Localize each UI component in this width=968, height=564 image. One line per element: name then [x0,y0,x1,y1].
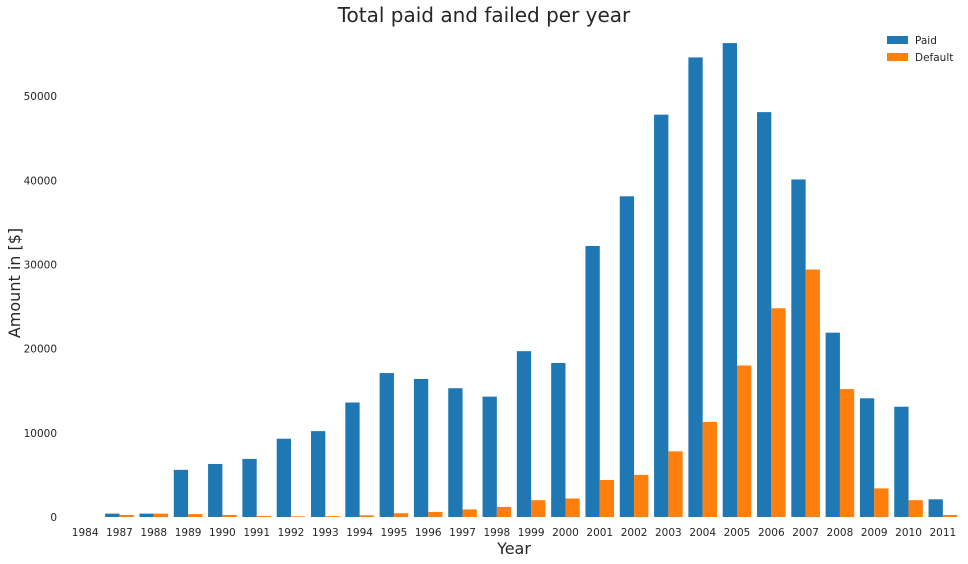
bar-paid-1992 [276,438,291,517]
bar-paid-2001 [585,245,600,517]
bar-paid-2009 [859,398,875,517]
y-tick-label: 20000 [24,344,57,356]
bar-paid-1995 [379,373,394,517]
x-tick-label: 2009 [861,527,888,539]
bar-paid-1987 [105,513,120,517]
bar-default-2005 [737,365,752,517]
bar-default-2003 [668,451,683,517]
bar-default-1987 [119,514,134,517]
x-tick-label: 2008 [827,527,854,539]
bar-paid-1999 [516,351,532,517]
x-tick-label: 1990 [209,527,236,539]
bar-default-2004 [702,421,717,517]
bar-paid-1990 [208,463,223,517]
bar-paid-2002 [619,196,635,518]
bar-default-1999 [531,500,546,517]
bar-paid-2007 [791,179,806,517]
bar-paid-1989 [173,469,189,517]
x-tick-label: 2004 [689,527,716,539]
y-tick-label: 10000 [24,428,57,440]
bar-default-1991 [256,515,271,517]
x-tick-label: 2007 [792,527,819,539]
bar-paid-2003 [654,114,669,518]
x-tick-label: 2002 [621,527,648,539]
x-tick-label: 1987 [106,527,133,539]
bar-default-2006 [771,308,786,517]
x-tick-label: 1992 [278,527,305,539]
chart-title: Total paid and failed per year [337,3,631,27]
x-tick-label: 1991 [243,527,270,539]
legend-label-default: Default [915,52,953,64]
x-tick-label: 1993 [312,527,339,539]
bars [105,43,958,518]
bar-paid-1991 [242,458,257,517]
y-tick-label: 50000 [24,91,57,103]
bar-paid-1988 [139,513,154,517]
bar-default-1990 [222,514,237,517]
bar-default-1996 [428,511,443,517]
legend-swatch-paid [887,36,908,44]
x-tick-label: 1984 [72,527,99,539]
y-tick-label: 30000 [24,259,57,271]
legend-swatch-default [887,53,908,61]
y-tick-labels: 0 10000 20000 30000 40000 50000 [24,91,57,524]
bar-paid-1996 [413,378,429,517]
bar-paid-2005 [722,43,737,517]
x-tick-label: 1999 [518,527,545,539]
legend-label-paid: Paid [915,35,937,47]
x-tick-label: 1988 [140,527,167,539]
x-axis-label: Year [496,539,531,558]
x-tick-labels: 1984 1987 1988 1989 1990 1991 1992 1993 1994 1995… [72,527,956,539]
bar-paid-2000 [551,362,566,517]
x-tick-label: 2001 [586,527,613,539]
bar-default-1989 [188,514,203,517]
bar-default-1992 [291,516,306,517]
x-tick-label: 1998 [483,527,510,539]
y-tick-label: 0 [50,512,57,524]
bar-default-1998 [496,506,512,517]
x-tick-label: 2003 [655,527,682,539]
bar-default-1995 [393,513,409,517]
x-tick-label: 2006 [758,527,785,539]
bar-default-1994 [359,515,374,517]
bar-default-1997 [462,509,477,517]
x-tick-label: 2011 [929,527,956,539]
x-tick-label: 1995 [381,527,408,539]
x-tick-label: 1989 [175,527,202,539]
bar-default-1993 [325,516,340,517]
bar-paid-1993 [311,431,326,517]
bar-default-2011 [942,514,958,517]
x-tick-label: 2010 [895,527,922,539]
y-axis-label: Amount in [$] [5,228,24,338]
x-tick-label: 1996 [415,527,442,539]
bar-paid-2006 [757,112,772,518]
bar-paid-1997 [448,388,463,517]
y-tick-label: 40000 [24,175,57,187]
bar-paid-1998 [482,396,497,517]
bar-paid-2010 [894,406,909,517]
bar-default-2008 [839,389,855,517]
bar-default-2009 [874,488,889,517]
x-tick-label: 2005 [724,527,751,539]
bar-default-2010 [908,500,923,517]
bar-default-1988 [153,513,169,517]
legend: Paid Default [887,35,953,64]
bar-default-2007 [805,269,820,517]
bar-default-2000 [565,498,580,517]
bar-paid-1994 [345,402,360,517]
x-tick-label: 1994 [346,527,373,539]
bar-paid-2008 [825,332,840,517]
x-tick-label: 1997 [449,527,476,539]
bar-paid-2011 [928,499,943,517]
bar-paid-2004 [688,57,703,517]
bar-default-2002 [634,474,649,517]
x-tick-label: 2000 [552,527,579,539]
bar-default-2001 [599,479,615,517]
